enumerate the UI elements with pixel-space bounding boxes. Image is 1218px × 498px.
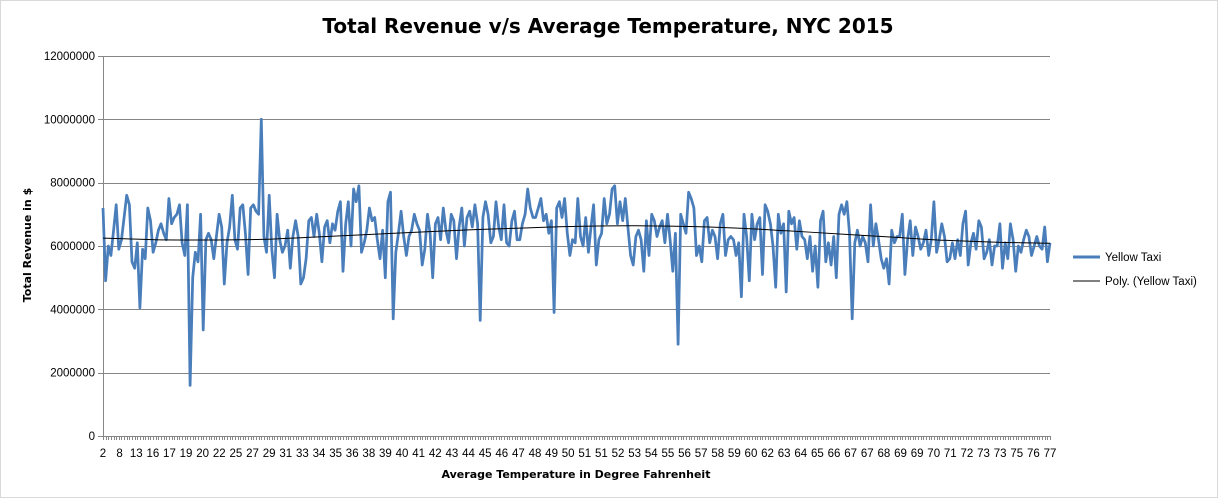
x-tick-label-7: 22	[213, 448, 226, 460]
axis-layer	[98, 56, 1051, 440]
x-tick-label-4: 17	[163, 448, 176, 460]
x-axis-title: Average Temperature in Degree Fahrenheit	[442, 468, 711, 481]
x-tick-label-22: 44	[462, 448, 475, 460]
x-tick-label-55: 75	[1010, 448, 1023, 460]
x-tick-label-48: 69	[894, 448, 907, 460]
x-tick-label-2: 13	[130, 448, 143, 460]
x-tick-label-57: 77	[1044, 448, 1057, 460]
y-tick-labels: 0 2000000 4000000 6000000 8000000 10000000 120…	[44, 51, 95, 443]
x-tick-label-15: 36	[346, 448, 359, 460]
x-tick-label-52: 72	[961, 448, 974, 460]
legend-label-yellow-taxi: Yellow Taxi	[1105, 252, 1161, 264]
x-tick-label-31: 52	[612, 448, 625, 460]
x-tick-label-40: 62	[761, 448, 774, 460]
x-tick-label-12: 33	[296, 448, 309, 460]
x-tick-label-9: 27	[246, 448, 259, 460]
x-tick-label-33: 54	[645, 448, 658, 460]
x-tick-label-43: 65	[811, 448, 824, 460]
y-tick-label-3: 6000000	[50, 241, 95, 253]
y-tick-label-6: 12000000	[44, 51, 95, 63]
x-tick-label-29: 51	[578, 448, 591, 460]
series-layer	[101, 117, 1052, 387]
x-tick-label-54: 73	[994, 448, 1007, 460]
x-tick-labels: 2 8 13 16 17 19 20 22 25 27 29 31 33 34 35 36 38 39 40 41 42…	[100, 448, 1057, 460]
x-tick-label-41: 63	[778, 448, 791, 460]
x-tick-label-27: 49	[545, 448, 558, 460]
x-tick-label-37: 58	[711, 448, 724, 460]
x-tick-label-10: 29	[263, 448, 276, 460]
y-tick-label-1: 2000000	[50, 368, 95, 380]
chart-title: Total Revenue v/s Average Temperature, N…	[322, 14, 893, 38]
x-tick-label-11: 31	[279, 448, 292, 460]
x-tick-label-20: 42	[429, 448, 442, 460]
x-tick-label-8: 25	[230, 448, 243, 460]
x-tick-label-1: 8	[116, 448, 122, 460]
x-tick-label-18: 40	[396, 448, 409, 460]
x-tick-label-44: 66	[828, 448, 841, 460]
x-tick-label-3: 16	[146, 448, 159, 460]
series-line-yellow-taxi	[101, 117, 1052, 387]
x-tick-label-25: 47	[512, 448, 525, 460]
legend: Yellow Taxi Poly. (Yellow Taxi)	[1073, 252, 1197, 288]
y-tick-label-4: 8000000	[50, 178, 95, 190]
x-tick-label-23: 45	[479, 448, 492, 460]
x-tick-label-39: 60	[745, 448, 758, 460]
x-tick-label-49: 69	[911, 448, 924, 460]
x-tick-label-38: 59	[728, 448, 741, 460]
legend-label-poly-trendline: Poly. (Yellow Taxi)	[1105, 276, 1197, 288]
x-tick-label-30: 51	[595, 448, 608, 460]
x-tick-label-16: 38	[362, 448, 375, 460]
x-tick-label-26: 48	[529, 448, 542, 460]
y-axis-title: Total Revenue in $	[21, 188, 34, 302]
x-tick-label-17: 39	[379, 448, 392, 460]
y-tick-label-5: 10000000	[44, 114, 95, 126]
x-tick-label-28: 50	[562, 448, 575, 460]
x-tick-label-6: 20	[196, 448, 209, 460]
x-tick-label-14: 35	[329, 448, 342, 460]
x-tick-label-34: 55	[661, 448, 674, 460]
y-tick-label-0: 0	[89, 431, 95, 443]
x-tick-label-0: 2	[100, 448, 106, 460]
x-tick-label-47: 68	[877, 448, 890, 460]
x-tick-label-19: 41	[412, 448, 425, 460]
x-tick-label-51: 71	[944, 448, 957, 460]
x-tick-label-50: 70	[927, 448, 940, 460]
x-tick-label-45: 67	[844, 448, 857, 460]
x-tick-label-5: 19	[180, 448, 193, 460]
y-tick-label-2: 4000000	[50, 304, 95, 316]
x-tick-label-42: 64	[794, 448, 807, 460]
x-tick-label-13: 34	[313, 448, 326, 460]
series-line-poly-trendline	[102, 225, 1051, 244]
x-tick-label-35: 56	[678, 448, 691, 460]
x-tick-label-24: 46	[495, 448, 508, 460]
x-tick-label-46: 67	[861, 448, 874, 460]
x-tick-label-53: 73	[977, 448, 990, 460]
x-tick-label-21: 43	[445, 448, 458, 460]
x-tick-label-36: 57	[695, 448, 708, 460]
x-tick-label-32: 53	[628, 448, 641, 460]
x-tick-label-56: 76	[1027, 448, 1040, 460]
